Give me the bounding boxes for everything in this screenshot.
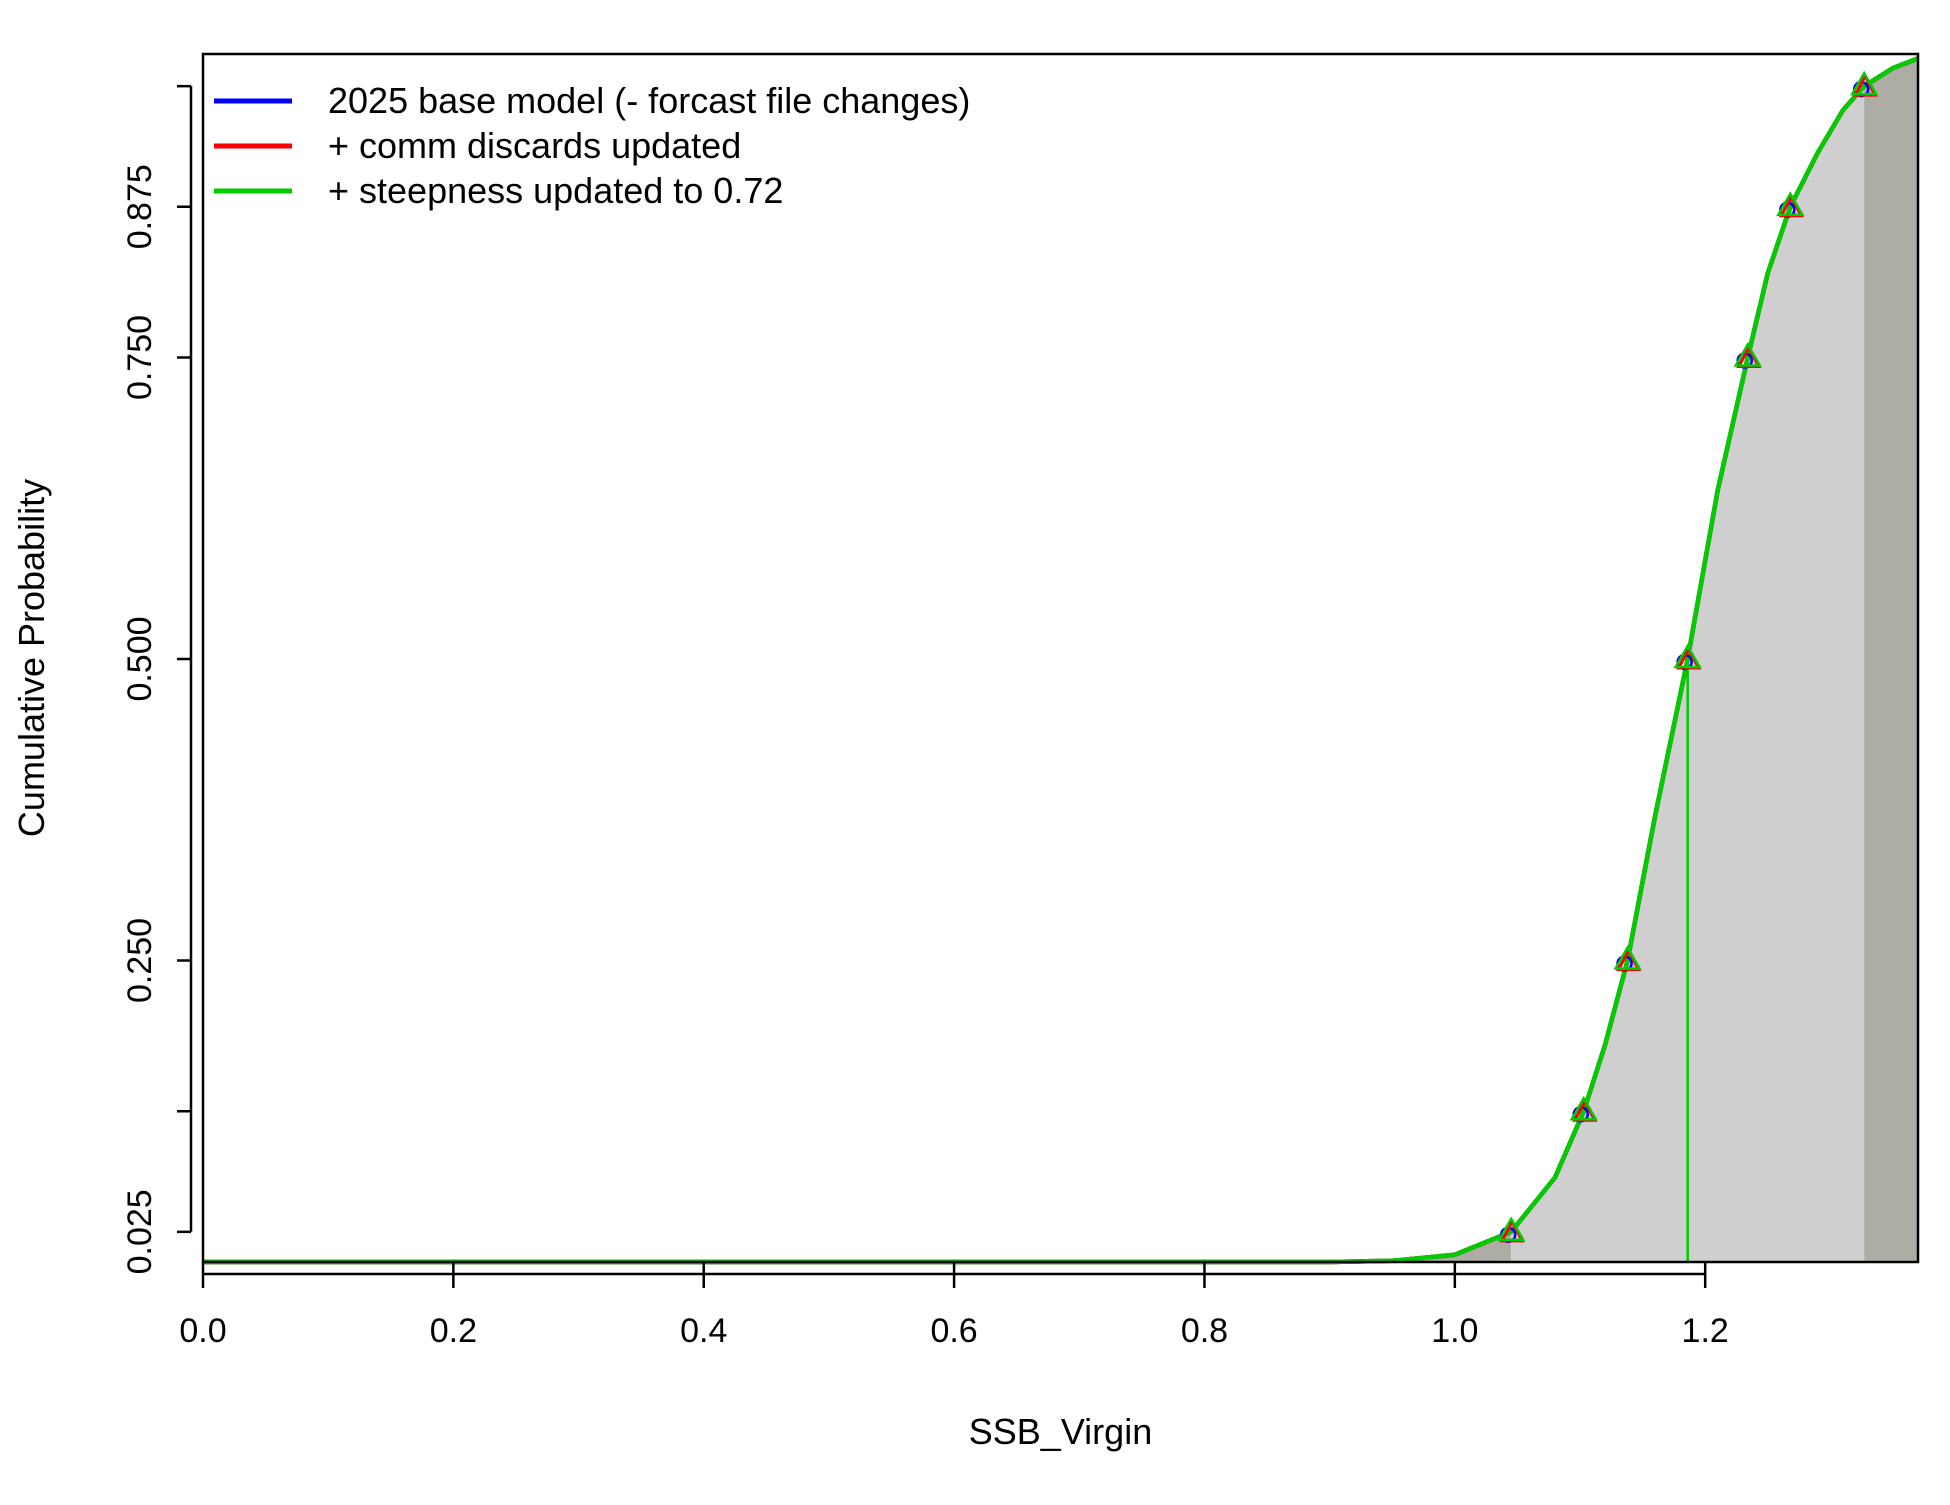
legend: 2025 base model (- forcast file changes)…: [214, 80, 970, 211]
y-tick-label: 0.875: [121, 164, 159, 249]
marker-triangle-open: [1497, 1216, 1526, 1242]
marker-triangle-open: [1733, 341, 1762, 367]
series-lines: [203, 56, 1919, 1265]
x-tick-label: 0.2: [430, 1312, 477, 1350]
y-tick-label: 0.750: [121, 315, 159, 400]
legend-label-3: + steepness updated to 0.72: [328, 170, 783, 211]
marker-triangle-open: [1850, 70, 1879, 96]
marker-triangle-open: [1569, 1095, 1598, 1121]
y-tick-label: 0.500: [121, 616, 159, 701]
marker-triangle-open: [1613, 944, 1642, 970]
x-tick-label: 0.8: [1181, 1312, 1228, 1350]
y-tick-label: 0.025: [121, 1189, 159, 1274]
quantile-markers: [1497, 70, 1879, 1244]
marker-triangle-open: [1776, 191, 1805, 216]
legend-label-1: 2025 base model (- forcast file changes): [328, 80, 970, 121]
y-axis-title: Cumulative Probability: [11, 479, 52, 837]
marker-triangle-open: [1673, 643, 1702, 669]
series-line-3: [203, 56, 1919, 1265]
x-tick-label: 0.0: [179, 1312, 226, 1350]
x-tick-label: 1.2: [1682, 1312, 1729, 1350]
credible-interval-shading: [1342, 58, 1918, 1263]
x-tick-label: 1.0: [1431, 1312, 1478, 1350]
x-tick-label: 0.6: [930, 1312, 977, 1350]
legend-label-2: + comm discards updated: [328, 125, 741, 166]
axes: 0.0 0.2 0.4 0.6 0.8 1.0 1.2 0.025 0.250 0.500 0.75…: [121, 84, 1729, 1350]
x-tick-label: 0.4: [680, 1312, 727, 1350]
y-tick-label: 0.250: [121, 918, 159, 1003]
plot-frame: [201, 52, 1920, 1264]
lower-tail-shade: [1342, 1231, 1512, 1262]
upper-tail-shade: [1864, 58, 1918, 1263]
x-axis-title: SSB_Virgin: [969, 1411, 1152, 1452]
